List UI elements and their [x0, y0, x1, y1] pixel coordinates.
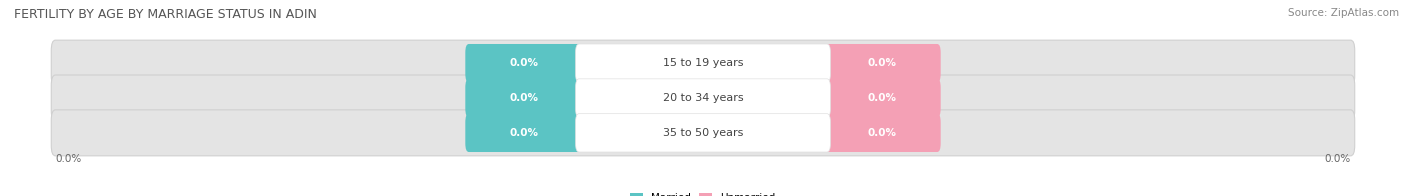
FancyBboxPatch shape: [51, 110, 1355, 156]
Text: 20 to 34 years: 20 to 34 years: [662, 93, 744, 103]
FancyBboxPatch shape: [824, 79, 941, 117]
Text: 35 to 50 years: 35 to 50 years: [662, 128, 744, 138]
Text: 0.0%: 0.0%: [509, 58, 538, 68]
FancyBboxPatch shape: [575, 79, 831, 117]
Text: 0.0%: 0.0%: [1324, 154, 1351, 164]
FancyBboxPatch shape: [51, 75, 1355, 121]
FancyBboxPatch shape: [824, 114, 941, 152]
FancyBboxPatch shape: [465, 114, 582, 152]
Text: 15 to 19 years: 15 to 19 years: [662, 58, 744, 68]
FancyBboxPatch shape: [465, 79, 582, 117]
Text: 0.0%: 0.0%: [509, 93, 538, 103]
Text: FERTILITY BY AGE BY MARRIAGE STATUS IN ADIN: FERTILITY BY AGE BY MARRIAGE STATUS IN A…: [14, 8, 316, 21]
Legend: Married, Unmarried: Married, Unmarried: [630, 193, 776, 196]
Text: Source: ZipAtlas.com: Source: ZipAtlas.com: [1288, 8, 1399, 18]
FancyBboxPatch shape: [51, 40, 1355, 86]
Text: 0.0%: 0.0%: [868, 128, 897, 138]
FancyBboxPatch shape: [824, 44, 941, 82]
Text: 0.0%: 0.0%: [868, 93, 897, 103]
Text: 0.0%: 0.0%: [509, 128, 538, 138]
FancyBboxPatch shape: [575, 114, 831, 152]
FancyBboxPatch shape: [575, 44, 831, 82]
Text: 0.0%: 0.0%: [55, 154, 82, 164]
Text: 0.0%: 0.0%: [868, 58, 897, 68]
FancyBboxPatch shape: [465, 44, 582, 82]
